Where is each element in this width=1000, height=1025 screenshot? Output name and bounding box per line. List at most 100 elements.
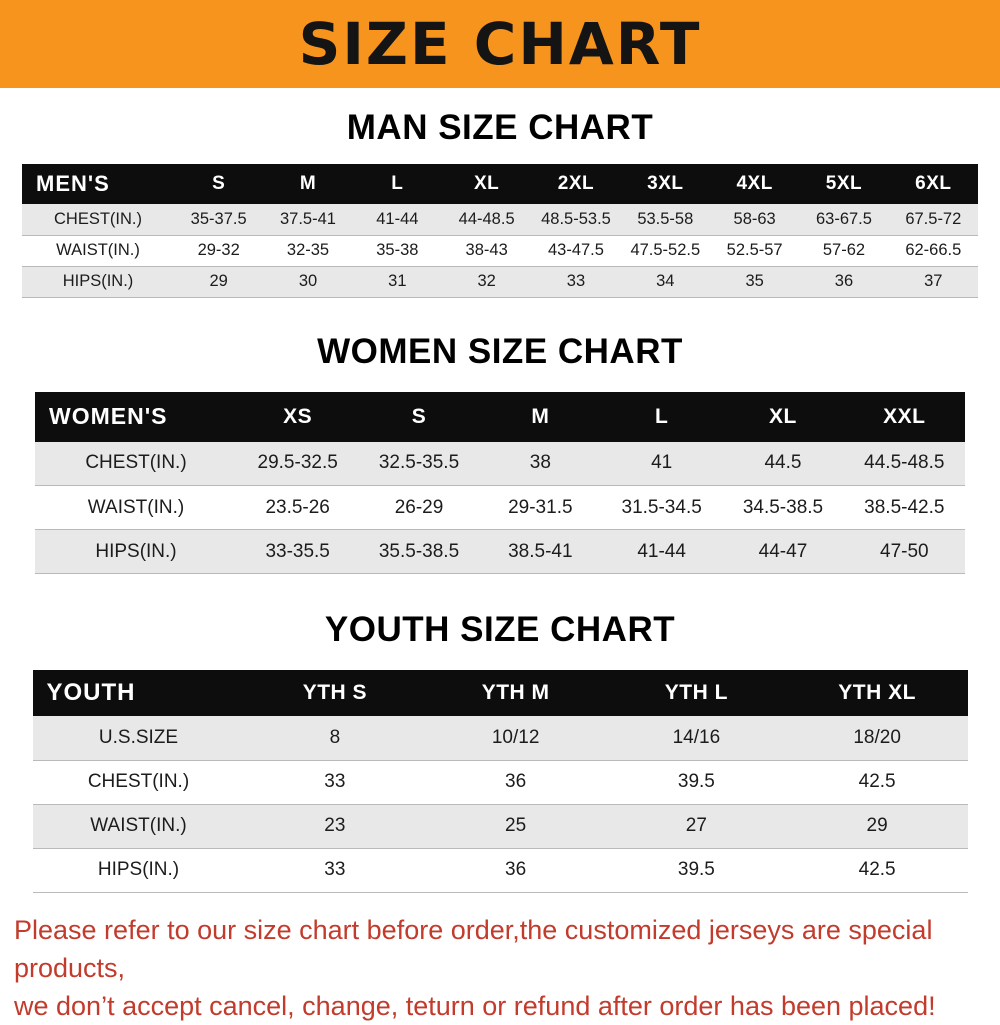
size-value-cell: 29-32 — [174, 235, 264, 267]
row-label-cell: CHEST(IN.) — [32, 760, 245, 805]
size-column-header: S — [174, 164, 264, 204]
size-value-cell: 29 — [174, 266, 264, 298]
table-row: U.S.SIZE 8 10/12 14/16 18/20 — [32, 716, 968, 761]
size-column-header: 5XL — [799, 164, 889, 204]
size-value-cell: 38.5-42.5 — [843, 485, 965, 530]
size-value-cell: 36 — [799, 266, 889, 298]
size-value-cell: 30 — [263, 266, 353, 298]
size-value-cell: 25 — [425, 804, 606, 849]
table-row: HIPS(IN.) 33 36 39.5 42.5 — [32, 848, 968, 893]
table-row: WAIST(IN.) 23.5-26 26-29 29-31.5 31.5-34.5 34… — [35, 485, 965, 530]
section-youth: YOUTH SIZE CHART YOUTH YTH S YTH M YTH L YTH… — [0, 610, 1000, 893]
row-label-cell: WAIST(IN.) — [32, 804, 245, 849]
table-row: HIPS(IN.) 29 30 31 32 33 34 35 36 37 — [22, 266, 978, 298]
row-label-cell: HIPS(IN.) — [22, 266, 174, 298]
size-value-cell: 23.5-26 — [237, 485, 359, 530]
row-label-cell: HIPS(IN.) — [35, 529, 237, 574]
size-value-cell: 39.5 — [606, 760, 787, 805]
size-value-cell: 37 — [888, 266, 978, 298]
size-value-cell: 41-44 — [600, 529, 723, 574]
youth-size-chart-heading: YOUTH SIZE CHART — [324, 610, 676, 649]
size-value-cell: 39.5 — [606, 848, 787, 893]
table-title-cell: WOMEN'S — [35, 391, 237, 442]
table-row: WAIST(IN.) 29-32 32-35 35-38 38-43 43-47.5 47.… — [22, 235, 978, 267]
size-value-cell: 52.5-57 — [709, 235, 800, 267]
size-column-header: YTH L — [606, 670, 787, 716]
table-header-row: YOUTH YTH S YTH M YTH L YTH XL — [32, 670, 968, 716]
size-value-cell: 44.5-48.5 — [843, 441, 965, 486]
table-title-cell: MEN'S — [22, 164, 174, 204]
man-size-chart-heading: MAN SIZE CHART — [346, 108, 654, 147]
size-chart-banner: SIZE CHART — [0, 0, 1000, 88]
row-label-cell: CHEST(IN.) — [22, 204, 174, 236]
size-value-cell: 35-37.5 — [174, 204, 264, 236]
size-column-header: YTH M — [425, 670, 606, 716]
table-row: HIPS(IN.) 33-35.5 35.5-38.5 38.5-41 41-44 44-… — [35, 529, 965, 574]
table-row: CHEST(IN.) 33 36 39.5 42.5 — [32, 760, 968, 805]
size-column-header: 6XL — [888, 164, 978, 204]
footer-line2: we don’t accept cancel, change, teturn o… — [14, 990, 936, 1021]
size-value-cell: 33 — [244, 760, 426, 805]
size-value-cell: 36 — [425, 848, 606, 893]
size-value-cell: 44.5 — [722, 441, 844, 486]
size-column-header: L — [352, 164, 442, 204]
size-value-cell: 29.5-32.5 — [237, 441, 359, 486]
size-value-cell: 35.5-38.5 — [358, 529, 480, 574]
mens-size-table: MEN'S S M L XL 2XL 3XL 4XL 5XL 6XL CHEST(IN.) 35-37… — [22, 164, 978, 298]
size-value-cell: 36 — [425, 760, 606, 805]
size-column-header: YTH XL — [786, 670, 968, 716]
size-value-cell: 10/12 — [425, 716, 606, 761]
size-value-cell: 42.5 — [786, 760, 968, 805]
table-row: CHEST(IN.) 35-37.5 37.5-41 41-44 44-48.5 48.5… — [22, 204, 978, 236]
size-column-header: XS — [237, 391, 359, 442]
size-value-cell: 38.5-41 — [479, 529, 601, 574]
size-value-cell: 35 — [709, 266, 800, 298]
size-value-cell: 53.5-58 — [620, 204, 710, 236]
row-label-cell: CHEST(IN.) — [35, 441, 237, 486]
size-value-cell: 29-31.5 — [479, 485, 601, 530]
row-label-cell: WAIST(IN.) — [22, 235, 174, 267]
womens-size-table: WOMEN'S XS S M L XL XXL CHEST(IN.) 29.5-32.5 32.5… — [35, 391, 965, 574]
banner-title: SIZE CHART — [298, 10, 702, 78]
size-value-cell: 32.5-35.5 — [358, 441, 480, 486]
size-value-cell: 47-50 — [843, 529, 965, 574]
size-value-cell: 29 — [786, 804, 968, 849]
row-label-cell: U.S.SIZE — [32, 716, 245, 761]
section-man: MAN SIZE CHART MEN'S S M L XL 2XL 3XL 4XL 5XL 6XL… — [0, 108, 1000, 298]
footer-line1: Please refer to our size chart before or… — [14, 914, 933, 983]
size-value-cell: 34 — [620, 266, 710, 298]
size-value-cell: 62-66.5 — [888, 235, 978, 267]
youth-size-table: YOUTH YTH S YTH M YTH L YTH XL U.S.SIZE 8 10/12… — [32, 670, 968, 893]
size-column-header: YTH S — [244, 670, 426, 716]
size-value-cell: 58-63 — [709, 204, 800, 236]
size-value-cell: 23 — [244, 804, 426, 849]
size-value-cell: 67.5-72 — [888, 204, 978, 236]
row-label-cell: HIPS(IN.) — [32, 848, 245, 893]
size-value-cell: 14/16 — [606, 716, 787, 761]
size-column-header: 4XL — [709, 164, 800, 204]
size-value-cell: 41-44 — [352, 204, 442, 236]
size-value-cell: 33 — [244, 848, 426, 893]
table-header-row: WOMEN'S XS S M L XL XXL — [35, 391, 965, 442]
size-value-cell: 32-35 — [263, 235, 353, 267]
size-column-header: 2XL — [531, 164, 621, 204]
size-column-header: S — [358, 391, 480, 442]
size-value-cell: 63-67.5 — [799, 204, 889, 236]
size-column-header: M — [263, 164, 353, 204]
size-value-cell: 18/20 — [786, 716, 968, 761]
size-column-header: L — [600, 391, 723, 442]
size-column-header: XL — [441, 164, 532, 204]
size-value-cell: 31.5-34.5 — [600, 485, 723, 530]
size-value-cell: 8 — [244, 716, 426, 761]
size-value-cell: 38 — [479, 441, 601, 486]
size-value-cell: 33 — [531, 266, 621, 298]
size-value-cell: 26-29 — [358, 485, 480, 530]
size-value-cell: 41 — [600, 441, 723, 486]
size-value-cell: 31 — [352, 266, 442, 298]
table-header-row: MEN'S S M L XL 2XL 3XL 4XL 5XL 6XL — [22, 164, 978, 204]
size-value-cell: 42.5 — [786, 848, 968, 893]
table-row: WAIST(IN.) 23 25 27 29 — [32, 804, 968, 849]
footer-note: Please refer to our size chart before or… — [0, 911, 1000, 1025]
size-value-cell: 44-47 — [722, 529, 844, 574]
size-column-header: XL — [722, 391, 844, 442]
